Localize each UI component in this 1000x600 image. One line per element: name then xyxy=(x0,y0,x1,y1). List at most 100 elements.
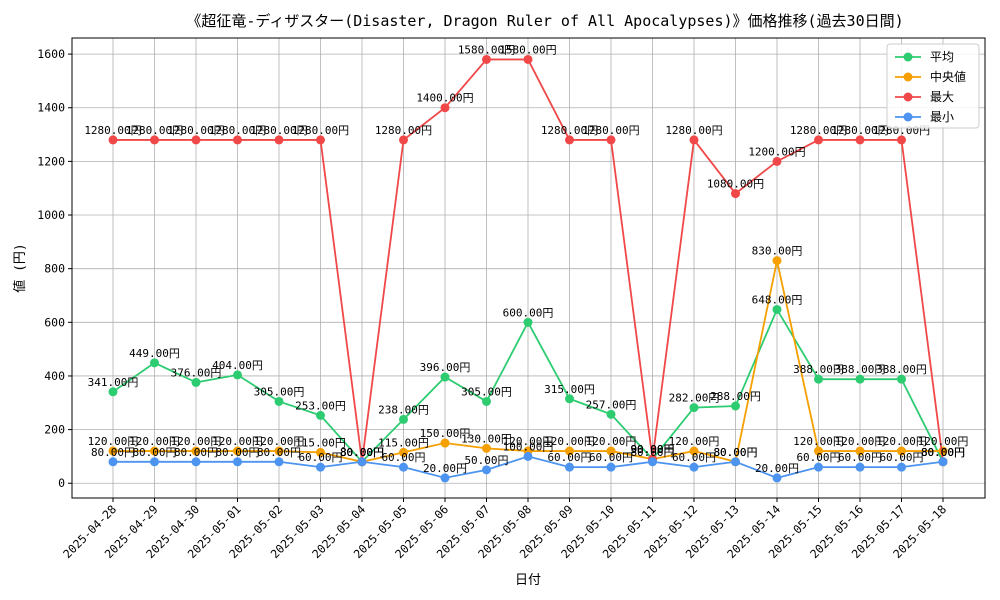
data-label: 90.00円 xyxy=(630,443,674,456)
legend-item: 最大 xyxy=(895,90,954,104)
y-tick-label: 1400 xyxy=(37,101,65,115)
data-point xyxy=(150,358,159,368)
y-tick-label: 1600 xyxy=(37,47,65,61)
data-point xyxy=(399,135,408,145)
data-point xyxy=(565,446,574,456)
data-label: 60.00円 xyxy=(838,451,882,464)
data-label: 80.00円 xyxy=(257,446,301,459)
data-label: 120.00円 xyxy=(544,435,595,448)
data-point xyxy=(440,473,450,483)
data-point xyxy=(316,410,325,420)
y-tick-label: 800 xyxy=(44,262,65,276)
data-point xyxy=(233,370,242,380)
data-label: 388.00円 xyxy=(876,363,927,376)
data-label: 50.00円 xyxy=(464,454,508,467)
data-label: 396.00円 xyxy=(420,361,471,374)
data-label: 388.00円 xyxy=(835,363,886,376)
series-平均 xyxy=(108,304,948,467)
data-point xyxy=(897,462,906,472)
data-point xyxy=(150,135,159,145)
data-label: 315.00円 xyxy=(544,383,595,396)
y-axis-ticks: 0 200 400 600 800 1000 1200 1400 1600 xyxy=(37,47,72,490)
data-label: 1280.00円 xyxy=(167,124,224,137)
data-label: 238.00円 xyxy=(378,403,429,416)
data-label: 90.00円 xyxy=(630,443,674,456)
data-point xyxy=(731,457,740,467)
data-point xyxy=(482,465,491,475)
data-point xyxy=(897,374,906,384)
data-point xyxy=(233,457,242,467)
legend-label: 平均 xyxy=(930,50,954,64)
data-label: 1580.00円 xyxy=(458,43,515,56)
data-point xyxy=(814,462,823,472)
data-label: 150.00円 xyxy=(420,427,471,440)
data-label: 257.00円 xyxy=(586,398,637,411)
data-point xyxy=(191,446,201,456)
grid xyxy=(72,38,985,498)
data-label: 80.00円 xyxy=(340,446,384,459)
data-label: 20.00円 xyxy=(755,462,799,475)
data-label: 80.00円 xyxy=(921,446,965,459)
data-label: 376.00円 xyxy=(171,366,222,379)
data-label: 80.00円 xyxy=(713,446,757,459)
data-label: 120.00円 xyxy=(586,435,637,448)
data-point xyxy=(523,54,533,64)
y-tick-label: 1000 xyxy=(37,208,65,222)
data-label: 253.00円 xyxy=(295,399,346,412)
data-point xyxy=(482,396,491,406)
data-point xyxy=(399,462,408,472)
data-label: 120.00円 xyxy=(503,435,554,448)
data-point xyxy=(523,451,533,461)
data-label: 120.00円 xyxy=(212,435,263,448)
data-label: 1280.00円 xyxy=(375,124,432,137)
series-中央値 xyxy=(108,256,948,467)
data-label: 60.00円 xyxy=(879,451,923,464)
data-label: 60.00円 xyxy=(589,451,633,464)
data-point xyxy=(855,374,865,384)
data-point xyxy=(440,438,450,448)
data-point xyxy=(606,135,616,145)
data-point xyxy=(855,446,865,456)
data-label: 120.00円 xyxy=(918,435,969,448)
data-label: 288.00円 xyxy=(710,390,761,403)
data-label: 80.00円 xyxy=(340,446,384,459)
data-point xyxy=(938,457,948,467)
series-最小 xyxy=(108,451,948,483)
data-label: 305.00円 xyxy=(461,385,512,398)
data-point xyxy=(606,462,616,472)
data-point xyxy=(191,377,201,387)
data-label: 60.00円 xyxy=(547,451,591,464)
data-point xyxy=(191,457,201,467)
data-label: 80.00円 xyxy=(713,446,757,459)
series-layer xyxy=(108,54,948,483)
data-point xyxy=(274,446,284,456)
data-label: 100.00円 xyxy=(503,440,554,453)
data-label: 80.00円 xyxy=(215,446,259,459)
legend-box xyxy=(886,43,980,129)
data-label: 1080.00円 xyxy=(707,178,764,191)
data-label: 1280.00円 xyxy=(292,124,349,137)
data-label: 60.00円 xyxy=(796,451,840,464)
data-label: 120.00円 xyxy=(254,435,305,448)
legend-label: 中央値 xyxy=(930,69,966,84)
data-point xyxy=(689,446,699,456)
data-label: 80.00円 xyxy=(340,446,384,459)
data-point xyxy=(233,446,242,456)
data-point xyxy=(523,317,533,327)
data-point xyxy=(150,446,159,456)
data-label: 120.00円 xyxy=(876,435,927,448)
data-point xyxy=(150,457,159,467)
data-label: 120.00円 xyxy=(129,435,180,448)
data-label: 1280.00円 xyxy=(126,124,183,137)
data-label: 120.00円 xyxy=(171,435,222,448)
legend-marker xyxy=(903,72,913,82)
data-point xyxy=(108,457,118,467)
data-label: 830.00円 xyxy=(752,245,803,258)
legend-item: 平均 xyxy=(895,50,954,64)
data-label: 130.00円 xyxy=(461,432,512,445)
data-label: 1280.00円 xyxy=(665,124,722,137)
data-label: 90.00円 xyxy=(630,443,674,456)
y-tick-label: 200 xyxy=(44,423,65,437)
data-point xyxy=(399,414,408,424)
data-point xyxy=(689,462,699,472)
